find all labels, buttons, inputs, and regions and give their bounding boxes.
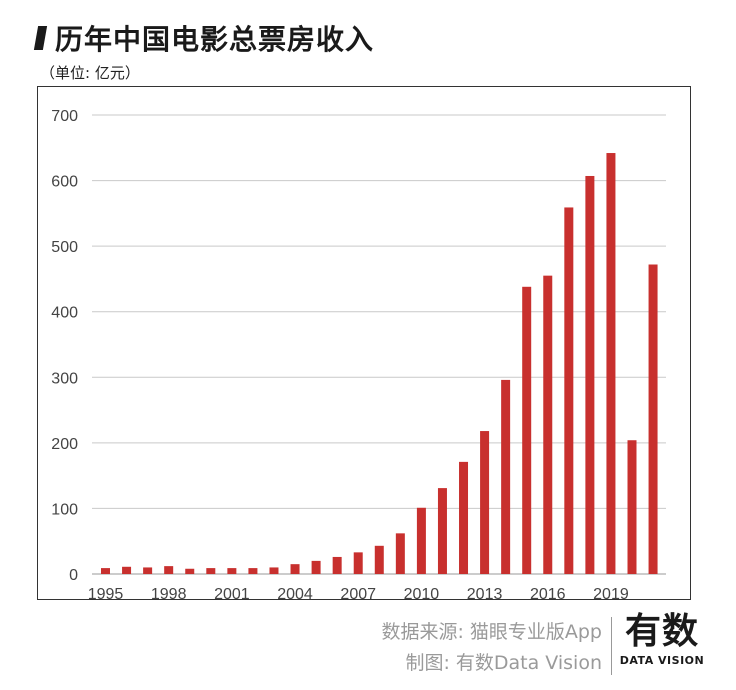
- bar-2002: [248, 568, 258, 574]
- bar-1995: [101, 568, 110, 574]
- bar-2007: [353, 552, 363, 574]
- source-text: 数据来源: 猫眼专业版App: [381, 621, 602, 643]
- y-tick-label: 400: [51, 305, 78, 322]
- brand-logo: 有数 DATA VISION: [619, 611, 705, 668]
- chart-title-block: 历年中国电影总票房收入: [33, 18, 375, 58]
- chart-frame: 0 100 200 300 400 500 600 700 1995 1998 2001 2004 20…: [37, 86, 691, 600]
- x-tick-label: 2013: [467, 586, 503, 599]
- bar-2021: [648, 264, 658, 574]
- credit-text: 制图: 有数Data Vision: [405, 652, 602, 674]
- x-tick-label: 1995: [88, 586, 124, 599]
- bar-chart: 0 100 200 300 400 500 600 700 1995 1998 2001 2004 20…: [51, 108, 666, 599]
- bar-2020: [627, 440, 637, 574]
- y-tick-label: 200: [51, 436, 78, 453]
- bar-2016: [543, 275, 553, 574]
- bar-2006: [332, 556, 342, 574]
- bar-2009: [395, 533, 405, 574]
- bar-2008: [374, 545, 384, 574]
- x-tick-label: 2007: [340, 586, 376, 599]
- bar-2005: [311, 560, 321, 574]
- y-tick-label: 700: [51, 108, 78, 125]
- bar-2017: [564, 207, 574, 574]
- x-tick-label: 2010: [404, 586, 440, 599]
- x-tick-label: 2004: [277, 586, 313, 599]
- footer-divider: [611, 617, 612, 675]
- bar-2018: [585, 175, 595, 574]
- unit-label: （单位: 亿元）: [40, 64, 140, 82]
- y-tick-label: 100: [51, 501, 78, 518]
- logo-main-text: 有数: [624, 611, 699, 652]
- bar-2019: [606, 153, 616, 574]
- bar-1998: [164, 566, 174, 574]
- x-tick-label: 1998: [151, 586, 187, 599]
- bar-2000: [206, 568, 216, 574]
- bar-2015: [522, 286, 532, 574]
- x-tick-label: 2019: [593, 586, 629, 599]
- bar-2014: [501, 379, 511, 574]
- bar-1996: [122, 566, 132, 574]
- y-tick-label: 600: [51, 174, 78, 191]
- x-tick-label: 2016: [530, 586, 566, 599]
- footer-text: 数据来源: 猫眼专业版App 制图: 有数Data Vision: [381, 617, 602, 679]
- bar-2010: [416, 507, 426, 574]
- bar-2001: [227, 568, 237, 574]
- chart-title: 历年中国电影总票房收入: [55, 23, 375, 56]
- bar-1999: [185, 568, 195, 574]
- logo-sub-text: DATA VISION: [619, 654, 705, 667]
- bar-2011: [437, 488, 447, 574]
- bar-2013: [480, 431, 490, 574]
- y-tick-label: 0: [69, 567, 78, 584]
- bar-2012: [459, 461, 469, 574]
- bar-2003: [269, 567, 279, 574]
- y-tick-label: 300: [51, 370, 78, 387]
- bar-1997: [143, 567, 153, 574]
- title-marker: [33, 26, 48, 50]
- y-tick-label: 500: [51, 239, 78, 256]
- x-tick-label: 2001: [214, 586, 250, 599]
- bar-2004: [290, 564, 300, 574]
